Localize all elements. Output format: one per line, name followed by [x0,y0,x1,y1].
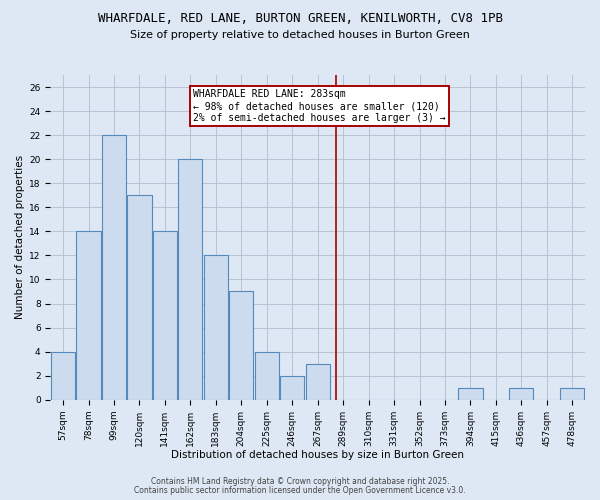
Bar [229,292,253,400]
Bar [153,232,177,400]
Bar [305,364,330,400]
Bar [509,388,533,400]
X-axis label: Distribution of detached houses by size in Burton Green: Distribution of detached houses by size … [171,450,464,460]
Bar [178,159,202,400]
Bar [127,196,152,400]
Bar [560,388,584,400]
Bar [280,376,304,400]
Text: Contains HM Land Registry data © Crown copyright and database right 2025.: Contains HM Land Registry data © Crown c… [151,477,449,486]
Bar [204,256,228,400]
Bar [76,232,101,400]
Text: Size of property relative to detached houses in Burton Green: Size of property relative to detached ho… [130,30,470,40]
Text: WHARFDALE, RED LANE, BURTON GREEN, KENILWORTH, CV8 1PB: WHARFDALE, RED LANE, BURTON GREEN, KENIL… [97,12,503,26]
Bar [254,352,279,400]
Y-axis label: Number of detached properties: Number of detached properties [15,156,25,320]
Text: WHARFDALE RED LANE: 283sqm
← 98% of detached houses are smaller (120)
2% of semi: WHARFDALE RED LANE: 283sqm ← 98% of deta… [193,90,446,122]
Bar [458,388,482,400]
Text: Contains public sector information licensed under the Open Government Licence v3: Contains public sector information licen… [134,486,466,495]
Bar [102,135,126,400]
Bar [51,352,75,400]
